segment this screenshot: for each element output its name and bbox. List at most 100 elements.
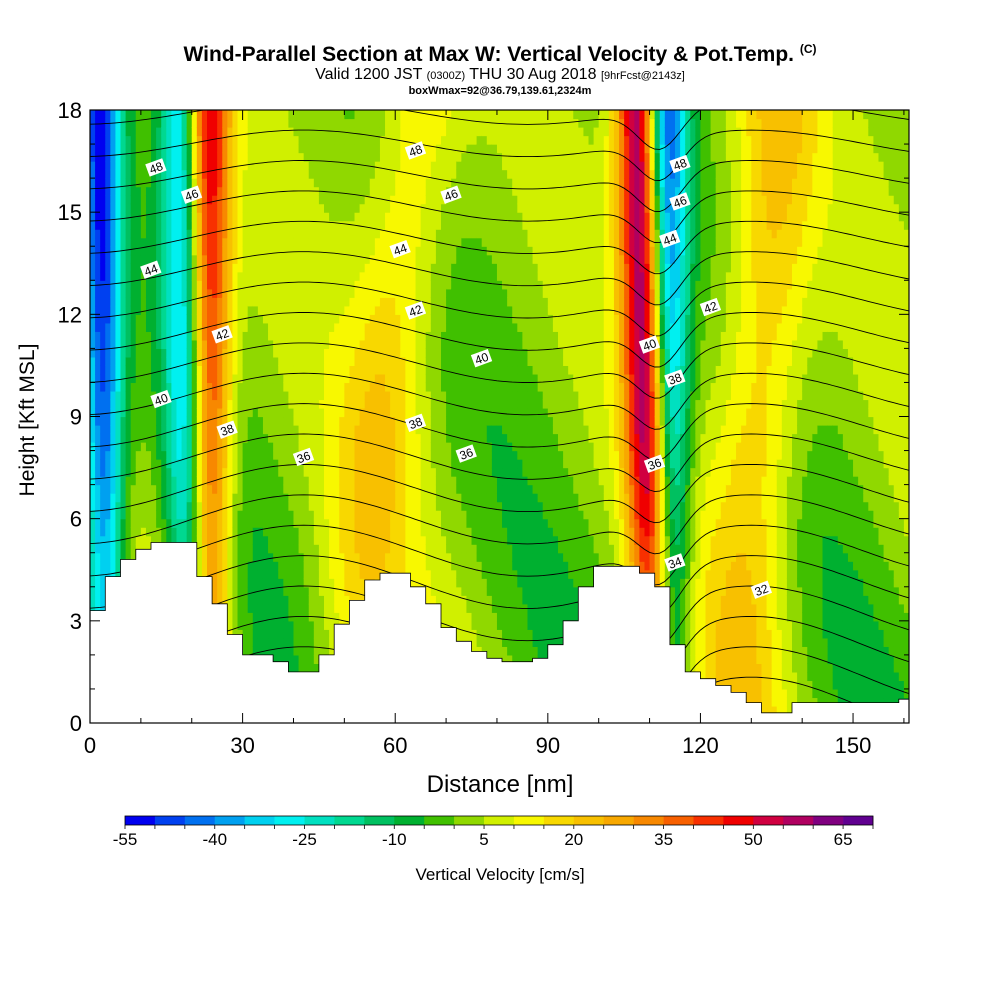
w-cell (395, 254, 401, 264)
w-cell (425, 595, 432, 605)
w-cell (410, 527, 417, 537)
w-cell (441, 501, 447, 511)
w-cell (268, 254, 274, 264)
w-cell (329, 331, 335, 341)
w-cell (435, 229, 442, 239)
w-cell (176, 459, 183, 469)
w-cell (293, 135, 300, 145)
w-cell (349, 246, 356, 256)
w-cell (222, 152, 228, 162)
w-cell (105, 407, 111, 418)
w-cell (303, 586, 310, 596)
w-cell (191, 237, 198, 247)
w-cell (95, 390, 101, 401)
w-cell (176, 339, 183, 349)
w-cell (100, 135, 106, 145)
w-cell (329, 493, 335, 503)
w-cell (344, 552, 351, 562)
w-cell (298, 467, 305, 477)
w-cell (222, 578, 228, 588)
w-cell (273, 297, 279, 307)
w-cell (176, 212, 183, 222)
w-cell (237, 620, 244, 630)
w-cell (95, 186, 101, 196)
w-cell (288, 203, 295, 213)
w-cell (262, 569, 269, 579)
w-cell (430, 510, 437, 520)
w-cell (374, 425, 381, 435)
w-cell (435, 390, 442, 401)
w-cell (227, 314, 234, 324)
w-cell (151, 433, 157, 443)
w-cell (156, 510, 162, 520)
w-cell (293, 161, 300, 171)
w-cell (125, 510, 132, 520)
w-cell (273, 246, 279, 256)
w-cell (425, 178, 432, 188)
w-cell (140, 459, 147, 469)
w-cell (359, 127, 366, 137)
w-cell (145, 425, 152, 435)
w-cell (186, 501, 193, 511)
w-cell (329, 535, 335, 545)
w-cell (318, 203, 325, 213)
w-cell (303, 271, 310, 281)
w-cell (344, 450, 351, 460)
w-cell (293, 229, 300, 239)
w-cell (324, 416, 330, 426)
w-cell (339, 169, 345, 179)
w-cell (115, 195, 122, 205)
w-cell (90, 110, 96, 120)
w-cell (232, 186, 239, 196)
w-cell (181, 339, 188, 349)
w-cell (349, 314, 356, 324)
w-cell (435, 425, 442, 435)
w-cell (201, 169, 208, 179)
w-cell (405, 467, 412, 477)
w-cell (120, 127, 127, 137)
w-cell (115, 476, 122, 486)
w-cell (161, 467, 167, 477)
w-cell (334, 459, 340, 469)
w-cell (435, 297, 442, 307)
w-cell (95, 518, 101, 528)
w-cell (354, 450, 361, 460)
w-cell (364, 493, 371, 503)
w-cell (217, 305, 223, 315)
w-cell (283, 195, 289, 205)
w-cell (156, 254, 162, 264)
w-cell (324, 620, 330, 630)
w-cell (395, 169, 401, 179)
w-cell (415, 476, 422, 486)
w-cell (151, 152, 157, 162)
w-cell (415, 450, 422, 460)
w-cell (242, 110, 249, 120)
w-cell (237, 612, 244, 622)
w-cell (252, 365, 259, 375)
w-cell (268, 620, 274, 630)
w-cell (390, 127, 396, 137)
w-cell (339, 493, 345, 503)
w-cell (105, 467, 111, 477)
w-cell (166, 339, 172, 349)
w-cell (237, 297, 244, 307)
w-cell (359, 425, 366, 435)
w-cell (207, 510, 213, 520)
w-cell (283, 356, 289, 367)
w-cell (303, 416, 310, 426)
w-cell (130, 135, 137, 145)
w-cell (140, 229, 147, 239)
w-cell (268, 646, 274, 656)
w-cell (156, 220, 162, 230)
w-cell (196, 212, 203, 222)
w-cell (278, 467, 284, 477)
w-cell (430, 433, 437, 443)
w-cell (257, 186, 264, 196)
w-cell (420, 442, 427, 452)
w-cell (395, 203, 401, 213)
w-cell (171, 322, 178, 332)
w-cell (115, 493, 122, 503)
w-cell (288, 152, 295, 162)
w-cell (308, 161, 315, 171)
w-cell (252, 305, 259, 315)
